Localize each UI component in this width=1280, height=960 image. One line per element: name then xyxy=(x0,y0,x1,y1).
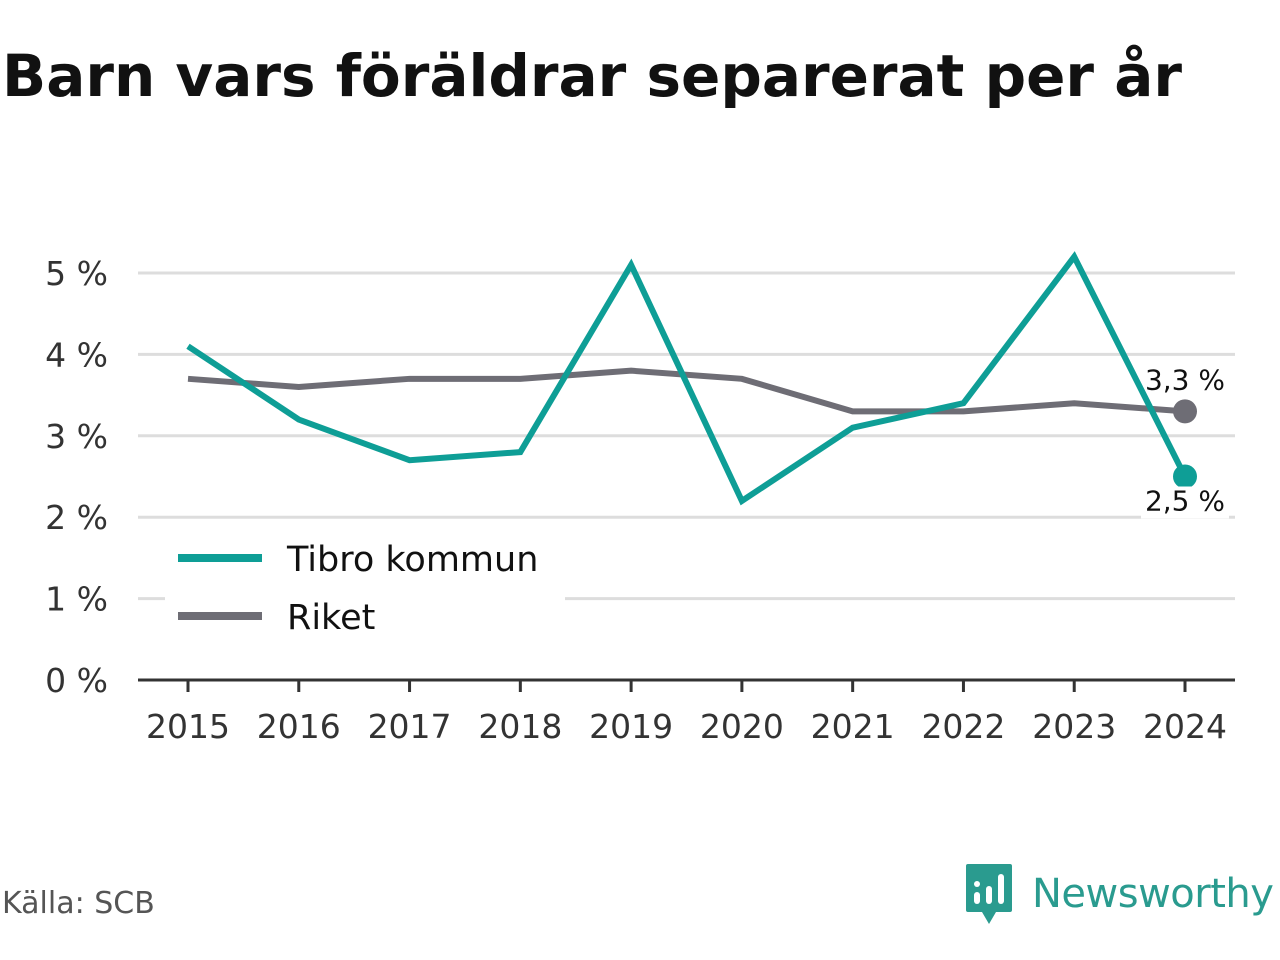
x-tick-label: 2015 xyxy=(146,707,230,746)
y-tick-label: 0 % xyxy=(45,661,108,700)
x-tick-label: 2019 xyxy=(589,707,673,746)
y-tick-label: 3 % xyxy=(45,417,108,456)
end-label-riket: 3,3 % xyxy=(1145,363,1225,396)
x-tick-label: 2021 xyxy=(811,707,895,746)
x-tick-label: 2017 xyxy=(368,707,452,746)
legend-item-tibro-label: Tibro kommun xyxy=(286,540,538,580)
legend-item-riket-label: Riket xyxy=(287,598,375,638)
end-marker-tibro xyxy=(1173,464,1197,489)
series-lines xyxy=(186,251,1188,506)
legend: Tibro kommun Riket xyxy=(165,532,565,644)
end-label-background xyxy=(1141,486,1229,519)
end-labels: 3,3 % 2,5 % xyxy=(1141,363,1229,519)
x-tick-label: 2023 xyxy=(1032,707,1116,746)
chart-title: Barn vars föräldrar separerat per år xyxy=(2,42,1182,110)
end-marker-riket xyxy=(1173,399,1197,424)
x-tick-label: 2022 xyxy=(921,707,1005,746)
brand-name: Newsworthy xyxy=(1032,871,1274,917)
brand-logo: Newsworthy xyxy=(964,862,1274,926)
line-chart: 0 %1 %2 %3 %4 %5 % 2015 2016 2017 2018 2019 2… xyxy=(45,251,1235,746)
y-axis: 0 % 1 % 2 % 3 % 4 % 5 % xyxy=(45,254,108,700)
x-tick-label: 2016 xyxy=(257,707,341,746)
newsworthy-logo-icon xyxy=(966,864,1012,924)
end-label-tibro: 2,5 % xyxy=(1145,485,1225,518)
source-note: Källa: SCB xyxy=(2,886,155,921)
series-line-tibro-kommun xyxy=(186,251,1188,506)
y-tick-label: 1 % xyxy=(45,580,108,619)
x-tick-label: 2018 xyxy=(478,707,562,746)
x-axis: 2015 2016 2017 2018 2019 2020 2021 2022 2023 2024 xyxy=(138,678,1235,746)
x-tick-label: 2020 xyxy=(700,707,784,746)
x-tick-label: 2024 xyxy=(1143,707,1227,746)
y-tick-label: 2 % xyxy=(45,498,108,537)
y-tick-label: 5 % xyxy=(45,254,108,293)
y-tick-label: 4 % xyxy=(45,335,108,374)
legend-background xyxy=(165,532,565,644)
series-line-riket xyxy=(187,367,1186,415)
